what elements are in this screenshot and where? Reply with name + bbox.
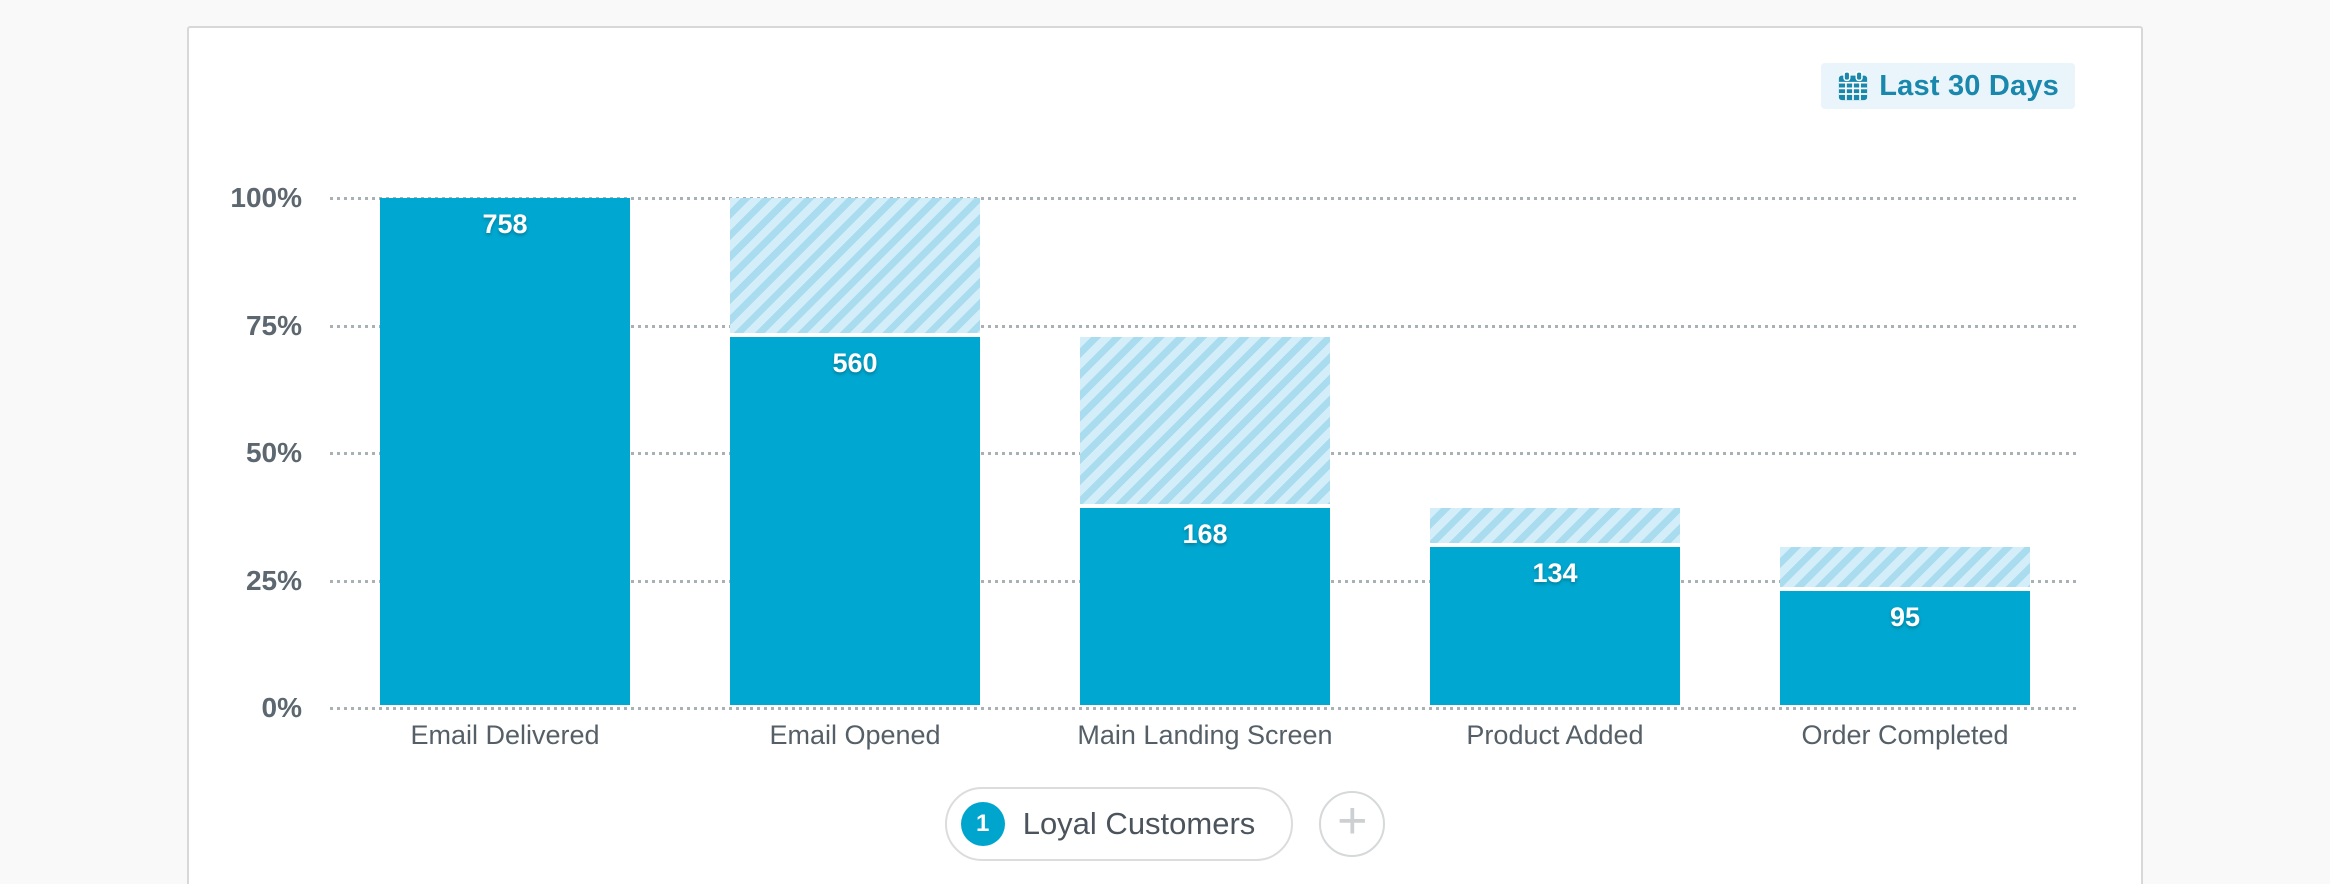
dropoff-hatch (1080, 337, 1330, 505)
category-label: Email Delivered (410, 720, 600, 750)
y-axis-tick-label: 50% (245, 437, 302, 468)
y-axis-tick-label: 25% (245, 564, 302, 596)
bar-value-label: 758 (482, 209, 528, 239)
funnel-bar-3: 168 (1080, 198, 1330, 708)
bar-segment[interactable]: 134 (1430, 546, 1680, 705)
funnel-bar-1: 758 (380, 198, 630, 708)
bar-value-label: 95 (1889, 602, 1921, 633)
gridline-75 (330, 324, 2080, 328)
category-label: Main Landing Screen (1077, 720, 1333, 750)
bar-segment[interactable]: 560 (730, 337, 980, 705)
funnel-bar-5: 95 (1780, 198, 2030, 708)
y-axis-tick-label: 75% (245, 309, 302, 341)
segment-bar: 1 Loyal Customers + (189, 787, 2141, 861)
segment-label: Loyal Customers (1022, 806, 1256, 841)
bar-value-label: 560 (832, 348, 878, 379)
category-label: Order Completed (1801, 720, 2009, 750)
dropoff-hatch (730, 198, 980, 334)
date-range-label: Last 30 Days (1879, 69, 2059, 102)
gridline-100 (330, 197, 2080, 200)
segment-chip-loyal-customers[interactable]: 1 Loyal Customers (944, 787, 1294, 861)
dropoff-hatch (1780, 546, 2030, 588)
bar-segment[interactable]: 758 (380, 198, 630, 705)
category-label: Product Added (1466, 720, 1644, 750)
bar-value-label: 134 (1532, 557, 1578, 588)
funnel-bar-4: 134 (1430, 198, 1680, 708)
funnel-card: Last 30 Days 0% 25% 50% 75% 100% 758 Email Del… (187, 26, 2143, 884)
bar-value-label: 168 (1182, 519, 1228, 550)
plus-icon: + (1337, 792, 1368, 850)
category-label: Email Opened (769, 720, 941, 750)
add-segment-button[interactable]: + (1319, 791, 1386, 857)
funnel-chart: 0% 25% 50% 75% 100% 758 Email Delivered 560 Emai… (230, 182, 2080, 750)
funnel-bar-2: 560 (730, 198, 980, 708)
segment-order-badge: 1 (960, 802, 1005, 846)
y-axis-tick-label: 100% (230, 182, 302, 213)
bar-segment[interactable]: 168 (1080, 508, 1330, 705)
bar-segment[interactable]: 95 (1780, 591, 2030, 705)
dropoff-hatch (1430, 508, 1680, 543)
date-range-button[interactable]: Last 30 Days (1821, 63, 2075, 109)
gridline-0 (330, 707, 2080, 710)
calendar-icon (1837, 70, 1869, 102)
y-axis-tick-label: 0% (261, 692, 302, 723)
